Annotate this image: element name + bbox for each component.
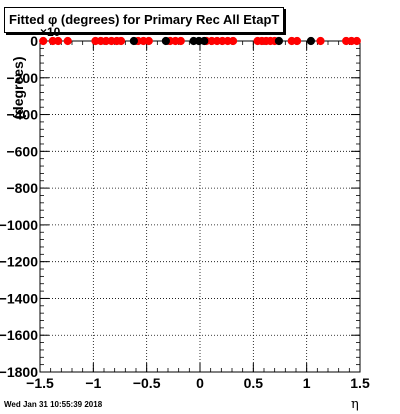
data-point-red (144, 36, 153, 46)
grid-lines (40, 41, 360, 372)
y-tick-label: 0 (30, 33, 38, 49)
data-point-red (63, 36, 72, 46)
y-axis-exponent: ×10 (40, 25, 61, 39)
x-tick-label: −1.5 (26, 375, 54, 391)
x-axis-label: η (351, 397, 359, 412)
data-point-black (200, 36, 209, 46)
y-tick-label: −1400 (0, 290, 38, 306)
x-tick-label: −1 (85, 375, 101, 391)
data-point-red (54, 36, 63, 46)
y-tick-label: −400 (6, 107, 38, 123)
y-tick-label: −200 (6, 70, 38, 86)
x-tick-label: 1 (303, 375, 311, 391)
data-point-red (292, 36, 302, 46)
data-point-red (176, 36, 185, 46)
y-tick-label: −800 (6, 180, 38, 196)
data-point-red (116, 36, 126, 46)
data-point-red (228, 36, 238, 46)
data-point-red (39, 36, 48, 46)
chart-title: Fitted φ (degrees) for Primary Rec All E… (4, 7, 285, 33)
x-tick-label: −0.5 (133, 375, 161, 391)
y-tick-label: −1600 (0, 327, 38, 343)
data-point-black (274, 36, 284, 46)
y-axis-label: (degrees) (10, 56, 26, 120)
x-tick-label: 0 (196, 375, 204, 391)
y-tick-label: −600 (6, 143, 38, 159)
tick-labels: −1.5 −1 −0.5 0 0.5 1 1.5 0 −200 −400 −600 −800 −1000… (0, 33, 370, 391)
data-point-black (129, 36, 138, 46)
data-point-black (306, 36, 316, 46)
y-tick-label: −1200 (0, 254, 38, 270)
data-point-red (352, 36, 361, 46)
x-tick-label: 1.5 (350, 375, 370, 391)
x-tick-label: 0.5 (244, 375, 264, 391)
data-markers (39, 36, 361, 46)
y-tick-label: −1800 (0, 364, 38, 380)
data-point-red (316, 36, 325, 46)
datestamp: Wed Jan 31 10:55:39 2018 (4, 400, 103, 409)
data-point-black (161, 36, 170, 46)
y-tick-label: −1000 (0, 217, 38, 233)
